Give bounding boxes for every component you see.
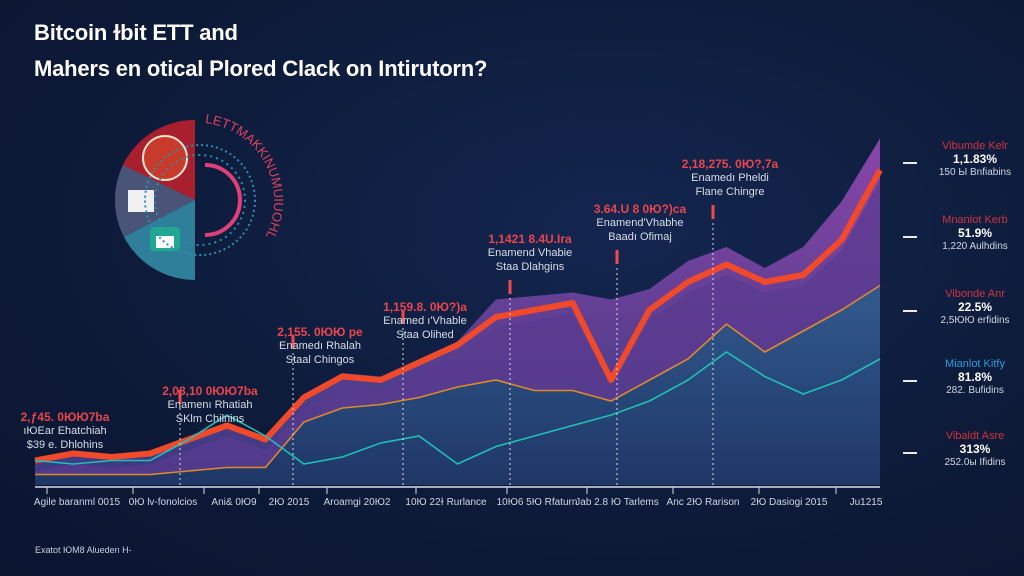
legend-sub: 2,5ЮЮ erfidins	[940, 315, 1010, 326]
legend-name: Mnanlot Kerb	[942, 214, 1008, 226]
annotation: 1,159.8. 0Ю?)a Enamed ı'Vhable Staa Olihed	[383, 300, 467, 342]
annotation-line2: $39 e. Dhlohins	[26, 439, 104, 451]
footer-source: Exatot ЮM8 Alueden H-	[35, 545, 132, 555]
annotation-value: 1,1421 8.4U.Ira	[488, 232, 572, 246]
x-tick-label: 2Ю 2015	[268, 497, 310, 508]
legend-name: Vibaldt Asre	[945, 430, 1005, 442]
legend-item: Vibumde Kelr 1,1.83% 150 Ы Bnfiabins	[930, 140, 1020, 179]
x-tick-label: Anc 2Ю Rarison	[666, 497, 740, 508]
annotation-marker	[401, 310, 405, 324]
annotation-line1: Enamedı Pheldi	[691, 172, 769, 184]
legend-tick	[903, 162, 917, 164]
annotation-line2: Staa Olihed	[396, 329, 454, 341]
legend-item: Mianlot Kitfy 81.8% 282. Bufidins	[930, 358, 1020, 397]
annotation: 1,1421 8.4U.Ira Enamend Vhabie Staa Dlahgi…	[488, 232, 572, 274]
legend-tick	[903, 452, 917, 454]
annotation-line1: Enamend'Vhabhe	[596, 217, 684, 229]
annotation-value: 2,ƒ45. 0ЮЮ7ba	[20, 410, 110, 424]
svg-text:LETTMAKKINUMUIUOHL: LETTMAKKINUMUIUOHL	[204, 111, 286, 242]
annotation: 2,18,275. 0Ю?,7a Enamedı Pheldi Flane Chin…	[682, 157, 778, 199]
x-tick-label: 10Ю6 5Ю Rfaturn	[496, 497, 578, 508]
legend-sub: 150 Ы Bnfiabins	[938, 167, 1012, 178]
annotation-marker	[178, 390, 182, 404]
series-line-teal	[34, 351, 881, 465]
emblem-text: LETTMAKKINUMUIUOHL	[204, 111, 286, 242]
legend-pct: 51.9%	[957, 226, 993, 240]
annotation: 2,ƒ45. 0ЮЮ7ba ıЮEar Ehatchiah $39 e. Dhloh…	[21, 410, 110, 452]
x-tick-label: Aroamgi 20Ю2	[323, 497, 391, 508]
legend-name: Vibumde Kelr	[942, 140, 1008, 152]
legend-sub: 252.0ы Ifidins	[944, 457, 1006, 468]
legend-pct: 81.8%	[957, 370, 993, 384]
x-tick-label: Jab 2.8 Ю Tarlems	[575, 497, 659, 508]
legend-name: Mianlot Kitfy	[945, 358, 1005, 370]
x-tick-label: Agile baranml 0015	[33, 497, 121, 508]
annotation-line2: Staa Dlahgins	[495, 261, 565, 273]
annotation-value: 1,159.8. 0Ю?)a	[383, 300, 467, 314]
x-tick-label: Ani& 0Ю9	[211, 497, 257, 508]
legend-item: Mnanlot Kerb 51.9% 1,220 Aulhdins	[930, 214, 1020, 253]
x-tick-label: Ju1215	[849, 497, 883, 508]
legend-sub: 1,220 Aulhdins	[942, 241, 1008, 252]
series-line-red	[34, 168, 883, 464]
annotation-line2: Flane Chingre	[695, 186, 765, 198]
annotation: 2,08,10 0ЮЮ7ba Enamenı Rhatiah SKlm Chilni…	[162, 384, 257, 426]
chart-title-line-2: Mahers en otical Plored Clack on Intirut…	[34, 56, 488, 81]
legend-tick	[903, 236, 917, 238]
legend-pct: 22.5%	[957, 300, 993, 314]
annotation-line2: SKlm Chilnins	[175, 413, 245, 425]
annotation-line1: ıЮEar Ehatchiah	[23, 425, 107, 437]
x-tick-label: 0Ю lv-fonolcios	[128, 497, 198, 508]
series-line-orange	[35, 284, 881, 476]
x-tick-label: 2Ю Dasiogi 2015	[750, 497, 828, 508]
annotation-value: 2,18,275. 0Ю?,7a	[681, 157, 779, 171]
annotation-line1: Enamend Vhabie	[487, 247, 573, 259]
legend-name: Vibonde Anr	[945, 288, 1005, 300]
annotation-marker	[291, 335, 295, 349]
emblem-pie-graphic: LETTMAKKINUMUIUOHL	[114, 111, 286, 281]
legend-item: Vibonde Anr 22.5% 2,5ЮЮ erfidins	[930, 288, 1020, 327]
legend-item: Vibaldt Asre 313% 252.0ы Ifidins	[930, 430, 1020, 469]
chart-title-line-1: Bitcoin ɫbit ETT and	[34, 20, 238, 45]
annotation-marker	[711, 205, 715, 219]
legend-tick	[903, 380, 917, 382]
pink-arc	[204, 163, 242, 237]
x-tick-label: 10Ю 22ɫ Rurlance	[405, 497, 487, 508]
annotation-value: 2,08,10 0ЮЮ7ba	[162, 384, 258, 398]
area-blue	[35, 285, 880, 485]
annotation-marker	[615, 250, 619, 264]
annotation-marker	[508, 280, 512, 294]
annotation: 2,155. 0ЮЮ pe Enamedı Rhalah Staal Chingos	[277, 325, 362, 367]
annotation-value: 3.64.U 8 0Ю?)ca	[593, 202, 687, 216]
annotation-line1: Enamed ı'Vhable	[383, 315, 467, 327]
annotation-line1: Enamenı Rhatiah	[167, 399, 253, 411]
annotation-line2: Baadı Ofimaj	[608, 231, 672, 243]
legend-pct: 1,1.83%	[952, 152, 998, 166]
legend-tick	[903, 310, 917, 312]
legend-sub: 282. Bufidins	[946, 385, 1004, 396]
legend-pct: 313%	[959, 442, 991, 456]
annotation-line2: Staal Chingos	[285, 354, 355, 366]
annotation-line1: Enamedı Rhalah	[279, 340, 361, 352]
annotation: 3.64.U 8 0Ю?)ca Enamend'Vhabhe Baadı Ofima…	[594, 202, 686, 244]
people-icon	[128, 190, 154, 212]
pie-slice-slate	[114, 165, 195, 237]
annotation-value: 2,155. 0ЮЮ pe	[277, 325, 363, 339]
